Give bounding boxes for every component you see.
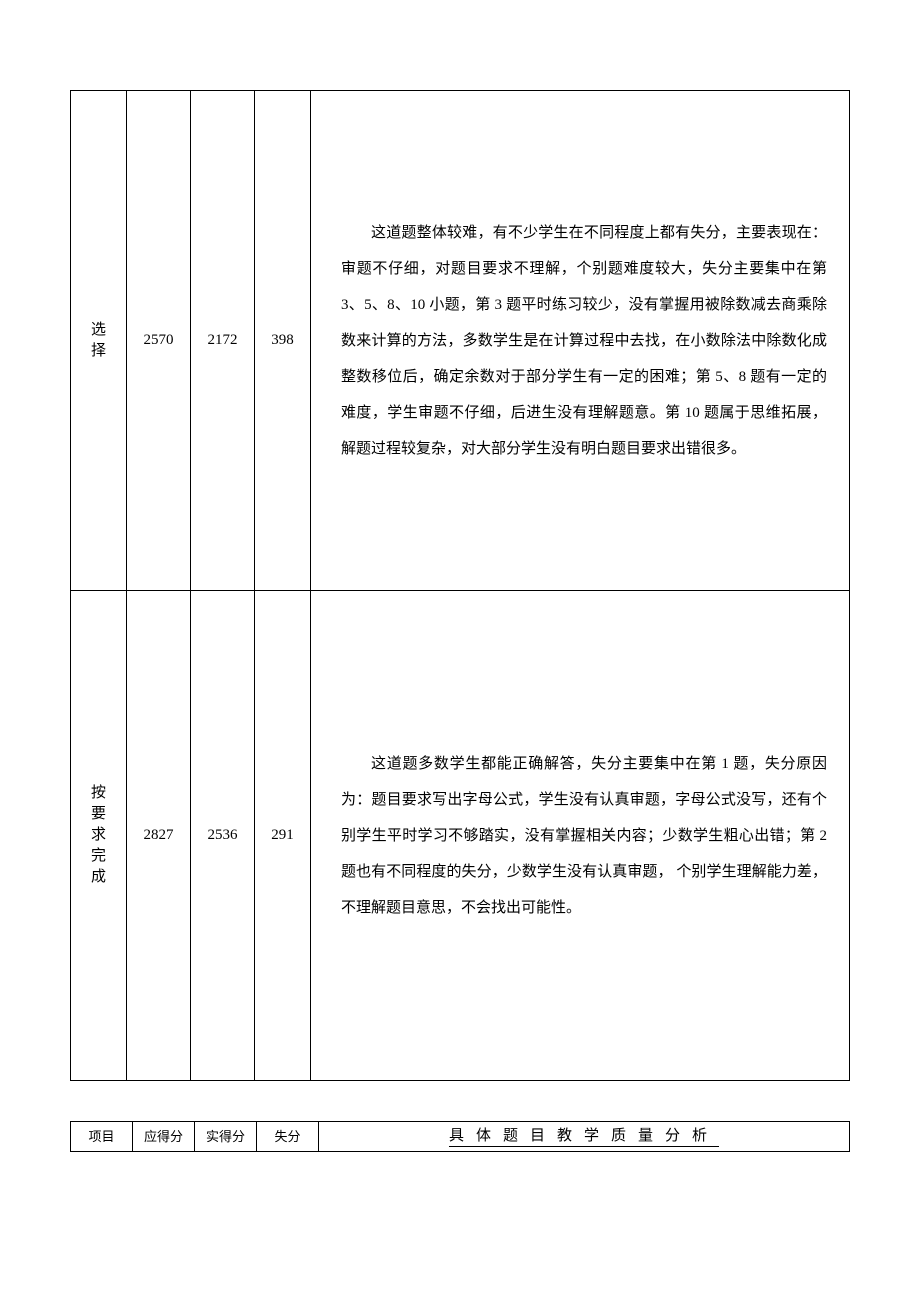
table-row: 选择 2570 2172 398 这道题整体较难，有不少学生在不同程度上都有失分… [71,91,850,591]
table-row: 按要求完成 2827 2536 291 这道题多数学生都能正确解答，失分主要集中… [71,591,850,1081]
analysis-table: 选择 2570 2172 398 这道题整体较难，有不少学生在不同程度上都有失分… [70,90,850,1081]
actual-score-cell: 2536 [191,591,255,1081]
should-score-cell: 2827 [127,591,191,1081]
spacer [70,1081,850,1121]
header-actual: 实得分 [195,1122,257,1152]
analysis-cell: 这道题整体较难，有不少学生在不同程度上都有失分，主要表现在：审题不仔细，对题目要… [311,91,850,591]
row-label: 选择 [91,320,106,362]
header-should: 应得分 [133,1122,195,1152]
lost-score-cell: 291 [255,591,311,1081]
header-lost: 失分 [257,1122,319,1152]
row-label-cell: 选择 [71,91,127,591]
header-analysis: 具体题目教学质量分析 [319,1122,850,1152]
row-label-cell: 按要求完成 [71,591,127,1081]
analysis-text: 这道题多数学生都能正确解答，失分主要集中在第 1 题，失分原因为：题目要求写出字… [341,746,827,926]
table-header-row: 项目 应得分 实得分 失分 具体题目教学质量分析 [71,1122,850,1152]
header-item: 项目 [71,1122,133,1152]
row-label: 按要求完成 [91,783,106,888]
lost-score-cell: 398 [255,91,311,591]
analysis-text: 这道题整体较难，有不少学生在不同程度上都有失分，主要表现在：审题不仔细，对题目要… [341,215,827,467]
analysis-cell: 这道题多数学生都能正确解答，失分主要集中在第 1 题，失分原因为：题目要求写出字… [311,591,850,1081]
header-table: 项目 应得分 实得分 失分 具体题目教学质量分析 [70,1121,850,1152]
document-page: 选择 2570 2172 398 这道题整体较难，有不少学生在不同程度上都有失分… [0,0,920,1192]
actual-score-cell: 2172 [191,91,255,591]
should-score-cell: 2570 [127,91,191,591]
